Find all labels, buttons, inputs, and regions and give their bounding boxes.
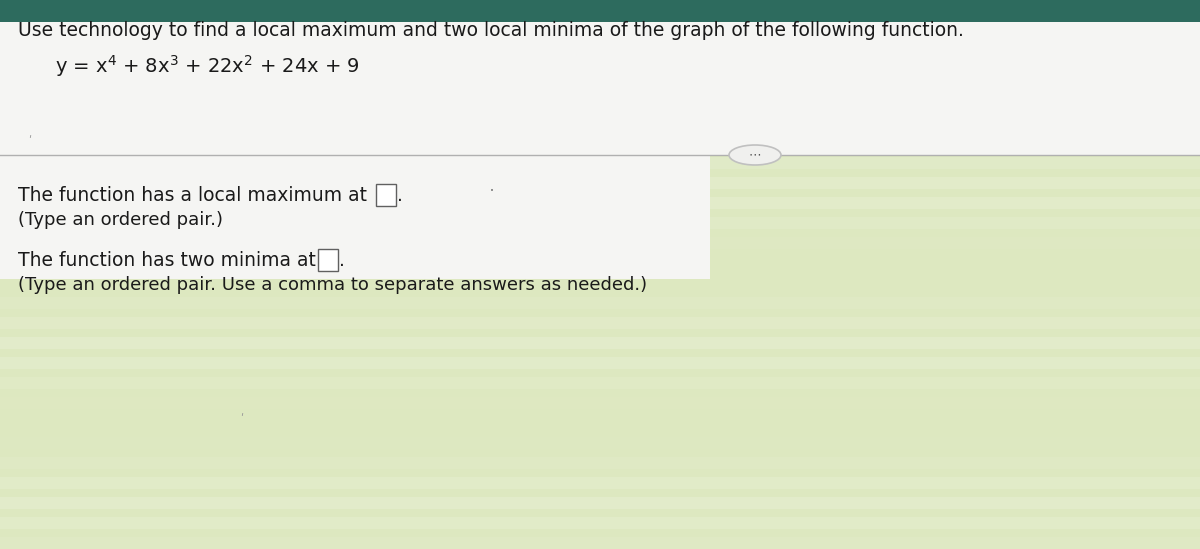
Bar — [376, 184, 396, 206]
Text: .: . — [340, 251, 344, 270]
Bar — [0, 437, 1200, 449]
Text: •: • — [490, 188, 494, 194]
Bar — [0, 417, 1200, 429]
Bar — [0, 517, 1200, 529]
Bar — [0, 497, 1200, 509]
Bar — [0, 317, 1200, 329]
Bar — [0, 337, 1200, 349]
Bar — [0, 357, 1200, 369]
Bar — [0, 277, 1200, 289]
Bar — [0, 22, 1200, 155]
Bar — [0, 157, 1200, 169]
Bar — [0, 197, 1200, 209]
Text: The function has a local maximum at: The function has a local maximum at — [18, 186, 367, 205]
Text: The function has two minima at: The function has two minima at — [18, 251, 316, 270]
Text: (Type an ordered pair.): (Type an ordered pair.) — [18, 211, 223, 229]
Bar — [0, 377, 1200, 389]
Bar — [0, 0, 1200, 22]
Text: .: . — [397, 186, 403, 205]
Bar — [0, 217, 1200, 229]
Text: ʹ: ʹ — [28, 136, 31, 146]
Text: ʹ: ʹ — [240, 414, 244, 424]
Bar — [0, 177, 1200, 189]
Bar — [318, 249, 338, 271]
Bar — [0, 537, 1200, 549]
Text: y = x$^4$ + 8x$^3$ + 22x$^2$ + 24x + 9: y = x$^4$ + 8x$^3$ + 22x$^2$ + 24x + 9 — [55, 53, 360, 79]
Bar — [0, 477, 1200, 489]
Bar — [0, 237, 1200, 249]
Bar — [0, 257, 1200, 269]
Text: Use technology to find a local maximum and two local minima of the graph of the : Use technology to find a local maximum a… — [18, 21, 964, 40]
Ellipse shape — [730, 145, 781, 165]
Bar — [0, 297, 1200, 309]
Bar — [0, 155, 710, 279]
Bar — [0, 397, 1200, 409]
Text: ⋯: ⋯ — [749, 148, 761, 161]
Text: (Type an ordered pair. Use a comma to separate answers as needed.): (Type an ordered pair. Use a comma to se… — [18, 276, 647, 294]
Bar — [0, 457, 1200, 469]
Bar — [0, 155, 1200, 549]
